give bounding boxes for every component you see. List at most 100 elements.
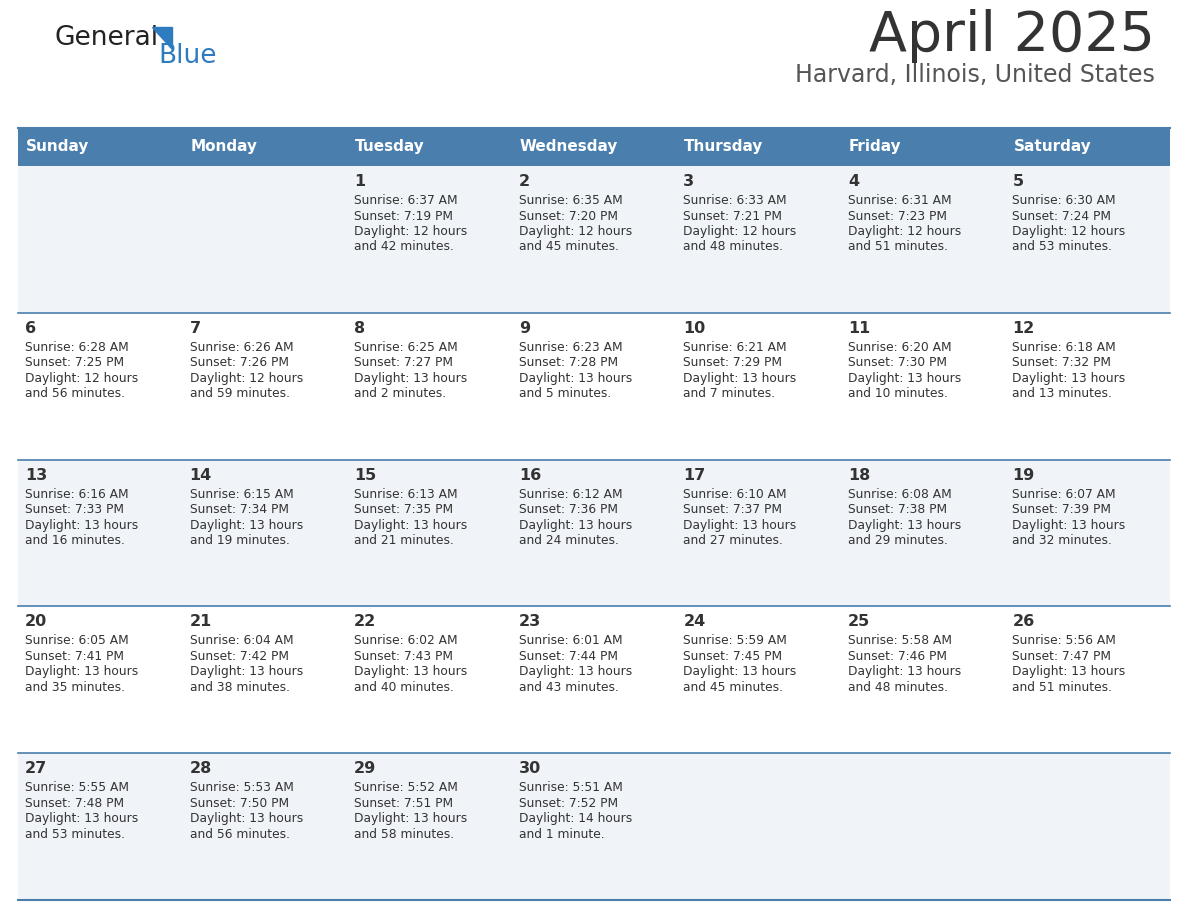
Text: 23: 23 [519, 614, 541, 630]
Text: 1: 1 [354, 174, 365, 189]
Text: and 58 minutes.: and 58 minutes. [354, 828, 454, 841]
Text: 12: 12 [1012, 320, 1035, 336]
Polygon shape [152, 27, 172, 49]
Text: 3: 3 [683, 174, 695, 189]
Text: 26: 26 [1012, 614, 1035, 630]
Bar [18, 753, 1170, 900]
Text: and 40 minutes.: and 40 minutes. [354, 681, 454, 694]
Text: and 38 minutes.: and 38 minutes. [190, 681, 290, 694]
Text: Sunrise: 6:20 AM: Sunrise: 6:20 AM [848, 341, 952, 353]
Text: Sunrise: 6:05 AM: Sunrise: 6:05 AM [25, 634, 128, 647]
Text: Sunset: 7:39 PM: Sunset: 7:39 PM [1012, 503, 1112, 516]
Bar [18, 460, 1170, 607]
Text: Sunrise: 5:55 AM: Sunrise: 5:55 AM [25, 781, 129, 794]
Text: Sunset: 7:30 PM: Sunset: 7:30 PM [848, 356, 947, 369]
Text: 2: 2 [519, 174, 530, 189]
Text: and 35 minutes.: and 35 minutes. [25, 681, 125, 694]
Text: Daylight: 13 hours: Daylight: 13 hours [519, 519, 632, 532]
Text: Sunset: 7:25 PM: Sunset: 7:25 PM [25, 356, 124, 369]
Text: Daylight: 13 hours: Daylight: 13 hours [683, 666, 796, 678]
Text: Daylight: 12 hours: Daylight: 12 hours [1012, 225, 1126, 238]
Text: Sunset: 7:19 PM: Sunset: 7:19 PM [354, 209, 453, 222]
Text: Daylight: 13 hours: Daylight: 13 hours [519, 666, 632, 678]
Text: and 5 minutes.: and 5 minutes. [519, 387, 611, 400]
Text: Sunrise: 6:04 AM: Sunrise: 6:04 AM [190, 634, 293, 647]
Text: Sunset: 7:41 PM: Sunset: 7:41 PM [25, 650, 124, 663]
Text: Sunday: Sunday [26, 140, 89, 154]
Text: Daylight: 13 hours: Daylight: 13 hours [354, 372, 467, 385]
Text: Daylight: 13 hours: Daylight: 13 hours [190, 812, 303, 825]
Text: Sunrise: 6:30 AM: Sunrise: 6:30 AM [1012, 194, 1116, 207]
Text: 22: 22 [354, 614, 377, 630]
Text: Sunset: 7:35 PM: Sunset: 7:35 PM [354, 503, 454, 516]
Text: 13: 13 [25, 467, 48, 483]
Text: Sunset: 7:20 PM: Sunset: 7:20 PM [519, 209, 618, 222]
Text: Sunset: 7:46 PM: Sunset: 7:46 PM [848, 650, 947, 663]
Text: Sunset: 7:24 PM: Sunset: 7:24 PM [1012, 209, 1112, 222]
Text: 4: 4 [848, 174, 859, 189]
Text: Sunset: 7:26 PM: Sunset: 7:26 PM [190, 356, 289, 369]
Text: 20: 20 [25, 614, 48, 630]
Text: 29: 29 [354, 761, 377, 777]
Text: Monday: Monday [190, 140, 258, 154]
Text: 17: 17 [683, 467, 706, 483]
Text: 5: 5 [1012, 174, 1024, 189]
Text: Daylight: 12 hours: Daylight: 12 hours [519, 225, 632, 238]
Text: and 45 minutes.: and 45 minutes. [519, 241, 619, 253]
Text: Sunset: 7:28 PM: Sunset: 7:28 PM [519, 356, 618, 369]
Text: Daylight: 13 hours: Daylight: 13 hours [848, 372, 961, 385]
Text: Sunrise: 6:33 AM: Sunrise: 6:33 AM [683, 194, 786, 207]
Text: Sunset: 7:32 PM: Sunset: 7:32 PM [1012, 356, 1112, 369]
Text: Sunset: 7:45 PM: Sunset: 7:45 PM [683, 650, 783, 663]
Text: Sunrise: 5:59 AM: Sunrise: 5:59 AM [683, 634, 788, 647]
Text: Sunrise: 5:56 AM: Sunrise: 5:56 AM [1012, 634, 1117, 647]
Text: Sunset: 7:52 PM: Sunset: 7:52 PM [519, 797, 618, 810]
Text: and 56 minutes.: and 56 minutes. [190, 828, 290, 841]
Text: Friday: Friday [849, 140, 902, 154]
Text: Sunrise: 5:51 AM: Sunrise: 5:51 AM [519, 781, 623, 794]
Text: Sunset: 7:38 PM: Sunset: 7:38 PM [848, 503, 947, 516]
Text: Sunrise: 6:18 AM: Sunrise: 6:18 AM [1012, 341, 1117, 353]
Text: Daylight: 13 hours: Daylight: 13 hours [1012, 519, 1126, 532]
Text: and 2 minutes.: and 2 minutes. [354, 387, 447, 400]
Text: Daylight: 13 hours: Daylight: 13 hours [190, 666, 303, 678]
Text: Sunrise: 6:12 AM: Sunrise: 6:12 AM [519, 487, 623, 500]
Text: April 2025: April 2025 [868, 9, 1155, 63]
Text: Sunrise: 6:15 AM: Sunrise: 6:15 AM [190, 487, 293, 500]
Text: Tuesday: Tuesday [355, 140, 425, 154]
Text: Sunset: 7:44 PM: Sunset: 7:44 PM [519, 650, 618, 663]
Text: Daylight: 13 hours: Daylight: 13 hours [354, 666, 467, 678]
Text: and 42 minutes.: and 42 minutes. [354, 241, 454, 253]
Text: Saturday: Saturday [1013, 140, 1092, 154]
Text: Daylight: 12 hours: Daylight: 12 hours [683, 225, 796, 238]
Text: Sunset: 7:27 PM: Sunset: 7:27 PM [354, 356, 453, 369]
Text: 25: 25 [848, 614, 870, 630]
Text: Sunrise: 6:13 AM: Sunrise: 6:13 AM [354, 487, 457, 500]
Text: Wednesday: Wednesday [519, 140, 618, 154]
Text: 8: 8 [354, 320, 365, 336]
Text: and 32 minutes.: and 32 minutes. [1012, 534, 1112, 547]
Text: and 1 minute.: and 1 minute. [519, 828, 605, 841]
Text: and 45 minutes.: and 45 minutes. [683, 681, 783, 694]
Text: Sunset: 7:23 PM: Sunset: 7:23 PM [848, 209, 947, 222]
Text: Sunset: 7:29 PM: Sunset: 7:29 PM [683, 356, 782, 369]
Text: 19: 19 [1012, 467, 1035, 483]
Text: Sunset: 7:42 PM: Sunset: 7:42 PM [190, 650, 289, 663]
Text: and 27 minutes.: and 27 minutes. [683, 534, 783, 547]
Text: Daylight: 13 hours: Daylight: 13 hours [354, 519, 467, 532]
Text: and 56 minutes.: and 56 minutes. [25, 387, 125, 400]
Text: Sunrise: 6:01 AM: Sunrise: 6:01 AM [519, 634, 623, 647]
Text: Daylight: 14 hours: Daylight: 14 hours [519, 812, 632, 825]
Text: Daylight: 13 hours: Daylight: 13 hours [848, 666, 961, 678]
Bar [18, 166, 1170, 313]
Text: Sunrise: 6:16 AM: Sunrise: 6:16 AM [25, 487, 128, 500]
Text: 11: 11 [848, 320, 870, 336]
Text: Sunset: 7:34 PM: Sunset: 7:34 PM [190, 503, 289, 516]
Text: Sunset: 7:33 PM: Sunset: 7:33 PM [25, 503, 124, 516]
Text: 16: 16 [519, 467, 541, 483]
Text: Sunrise: 6:08 AM: Sunrise: 6:08 AM [848, 487, 952, 500]
Text: and 53 minutes.: and 53 minutes. [25, 828, 125, 841]
Text: Daylight: 13 hours: Daylight: 13 hours [1012, 666, 1126, 678]
Text: Sunset: 7:50 PM: Sunset: 7:50 PM [190, 797, 289, 810]
Bar [18, 313, 1170, 460]
